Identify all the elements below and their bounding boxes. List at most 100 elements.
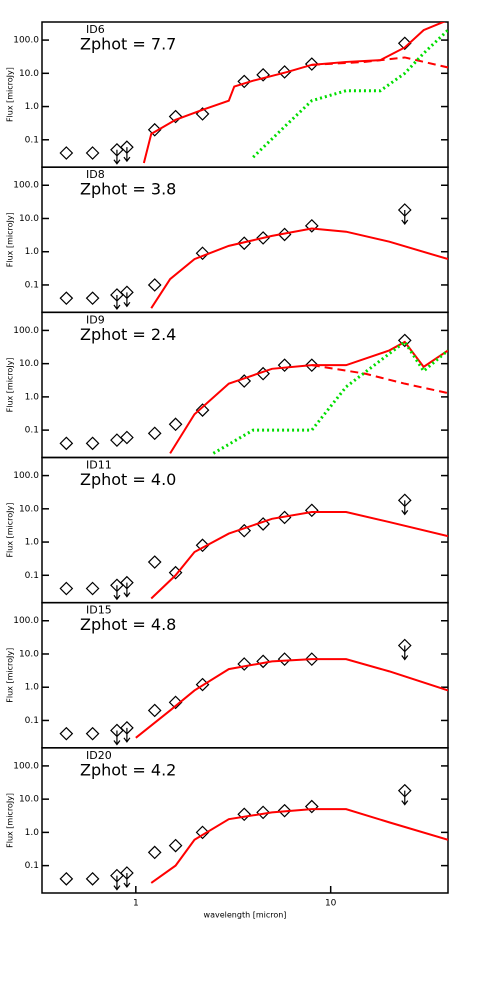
data-point xyxy=(147,845,162,860)
y-tick-label: 100.0 xyxy=(13,181,39,191)
data-point xyxy=(195,246,210,261)
data-point xyxy=(397,36,412,51)
y-tick-label: 10.0 xyxy=(19,69,39,79)
upper-limit-arrow xyxy=(123,872,131,888)
plot-area xyxy=(59,493,448,601)
y-tick-label: 1.0 xyxy=(25,828,40,838)
data-point xyxy=(256,654,270,669)
data-point xyxy=(237,74,252,89)
data-point xyxy=(277,803,292,818)
plot-area xyxy=(59,203,448,310)
data-point xyxy=(237,657,252,671)
data-point xyxy=(85,871,100,886)
y-tick-label: 0.1 xyxy=(25,280,39,290)
data-point xyxy=(304,503,319,518)
y-tick-label: 0.1 xyxy=(25,861,39,871)
panel-title: ID8 xyxy=(86,168,105,181)
y-tick-label: 1.0 xyxy=(25,538,40,548)
upper-limit-arrow xyxy=(401,790,409,806)
model-curve xyxy=(212,339,448,455)
y-tick-label: 10.0 xyxy=(19,359,39,369)
data-point xyxy=(85,581,100,596)
y-tick-label: 100.0 xyxy=(13,616,39,626)
data-point xyxy=(304,799,319,814)
upper-limit-arrow xyxy=(401,209,409,225)
y-axis-label: Flux [microJy] xyxy=(6,212,15,267)
data-point xyxy=(147,122,162,137)
data-point xyxy=(277,652,292,666)
data-point xyxy=(85,146,100,160)
data-point xyxy=(168,565,183,580)
data-point xyxy=(59,871,74,886)
data-point xyxy=(304,219,319,233)
data-point xyxy=(59,291,74,306)
model-curve xyxy=(135,658,448,739)
data-point xyxy=(59,726,74,741)
plot-area xyxy=(59,333,448,455)
data-point xyxy=(120,430,134,445)
data-point xyxy=(85,436,100,451)
y-axis-label: Flux [microJy] xyxy=(6,357,15,412)
panel-title: ID15 xyxy=(86,604,112,617)
model-curve xyxy=(142,22,446,164)
model-curve xyxy=(311,56,448,69)
redshift-label: Zphot = 3.8 xyxy=(80,180,176,199)
model-curve xyxy=(150,511,448,600)
data-point xyxy=(168,417,183,432)
y-tick-label: 100.0 xyxy=(13,471,39,481)
upper-limit-arrow xyxy=(123,292,131,308)
data-point xyxy=(59,436,74,451)
model-curve xyxy=(150,808,448,884)
panel-title: ID6 xyxy=(86,23,105,36)
y-tick-label: 1.0 xyxy=(25,392,40,402)
y-tick-label: 10.0 xyxy=(19,649,39,659)
y-tick-label: 10.0 xyxy=(19,214,39,224)
upper-limit-arrow xyxy=(113,730,121,746)
data-point xyxy=(147,426,162,441)
y-tick-label: 1.0 xyxy=(25,683,40,693)
data-point xyxy=(256,366,270,381)
upper-limit-arrow xyxy=(113,585,121,601)
data-point xyxy=(277,65,292,79)
data-point xyxy=(59,581,74,596)
data-point xyxy=(237,807,252,822)
data-point xyxy=(256,805,270,820)
redshift-label: Zphot = 7.7 xyxy=(80,35,176,54)
y-axis-label: Flux [microJy] xyxy=(6,648,15,703)
plot-area xyxy=(59,783,448,891)
data-point xyxy=(304,652,319,666)
y-tick-label: 100.0 xyxy=(13,36,39,46)
redshift-label: Zphot = 4.0 xyxy=(80,470,176,489)
upper-limit-arrow xyxy=(113,294,121,310)
y-tick-label: 10.0 xyxy=(19,795,39,805)
y-tick-label: 100.0 xyxy=(13,326,39,336)
upper-limit-arrow xyxy=(123,582,131,598)
model-curve xyxy=(150,227,448,309)
y-tick-label: 0.1 xyxy=(25,135,39,145)
y-axis-label: Flux [microJy] xyxy=(6,793,15,848)
data-point xyxy=(195,403,210,417)
upper-limit-arrow xyxy=(123,727,131,743)
data-point xyxy=(168,695,183,710)
y-axis-label: Flux [microJy] xyxy=(6,503,15,558)
redshift-label: Zphot = 4.8 xyxy=(80,615,176,634)
y-tick-label: 1.0 xyxy=(25,247,40,257)
data-point xyxy=(256,517,270,531)
y-axis-label: Flux [microJy] xyxy=(6,67,15,122)
upper-limit-arrow xyxy=(401,500,409,516)
data-point xyxy=(168,838,183,853)
data-point xyxy=(110,433,124,447)
model-curve xyxy=(311,364,448,395)
panel-frame xyxy=(41,747,449,894)
model-curve xyxy=(252,28,448,159)
data-point xyxy=(304,57,319,71)
data-point xyxy=(59,146,74,160)
data-point xyxy=(195,538,210,553)
redshift-label: Zphot = 2.4 xyxy=(80,325,176,344)
data-point xyxy=(277,358,292,373)
data-point xyxy=(147,703,162,718)
x-tick-label: 10 xyxy=(325,899,337,909)
data-point xyxy=(147,555,162,569)
upper-limit-arrow xyxy=(401,645,409,661)
